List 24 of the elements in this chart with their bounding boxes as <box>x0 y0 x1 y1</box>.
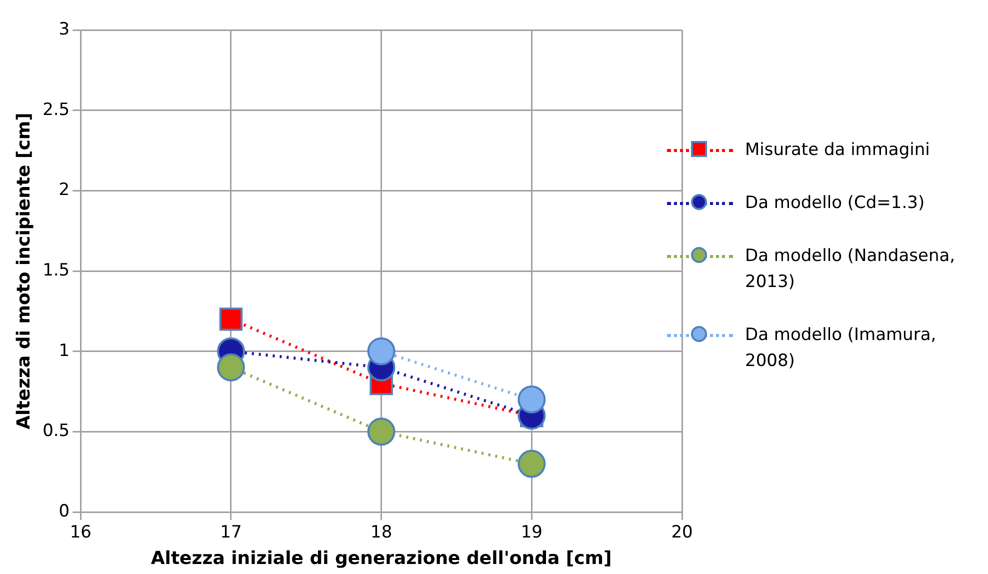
y-tick-label: 2.5 <box>42 100 70 120</box>
x-tick-label: 19 <box>520 522 542 543</box>
legend-label: Da modello (Cd=1.3) <box>745 192 925 215</box>
x-tick-label: 16 <box>70 522 92 543</box>
y-tick-label: 0 <box>58 501 70 522</box>
x-axis-title: Altezza iniziale di generazione dell'onda [cm] <box>150 548 612 569</box>
y-tick-label: 2 <box>58 180 70 200</box>
point <box>216 353 245 382</box>
y-tick-label: 0.5 <box>42 421 70 442</box>
point <box>367 418 396 446</box>
y-tick-label: 1 <box>58 340 70 361</box>
y-tick-label: 1.5 <box>42 260 70 280</box>
y-axis-title: Altezza di moto incipiente [cm] <box>13 112 34 430</box>
x-tick-label: 17 <box>220 522 242 543</box>
y-tick-label: 3 <box>58 19 70 40</box>
x-tick-label: 18 <box>370 522 392 543</box>
legend-label: Da modello (Nandasena, 2013) <box>745 245 956 294</box>
legend-label: Misurate da immagini <box>745 139 930 162</box>
point <box>219 308 243 331</box>
point <box>518 450 546 478</box>
point <box>518 386 546 414</box>
point <box>367 337 396 366</box>
legend-label: Da modello (Imamura, 2008) <box>745 324 938 373</box>
x-tick-label: 20 <box>671 522 693 543</box>
